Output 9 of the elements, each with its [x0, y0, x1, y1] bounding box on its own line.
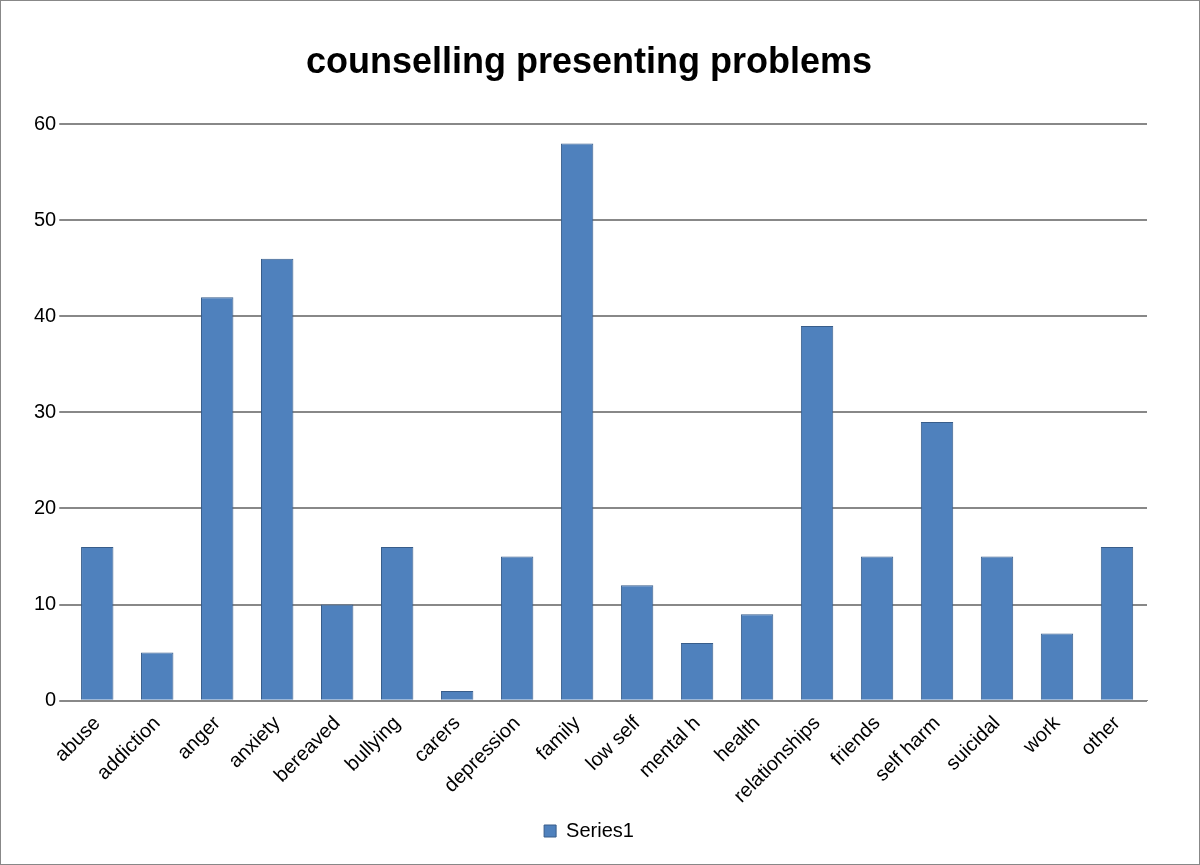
y-tick-label: 50 [34, 207, 57, 230]
legend-label: Series1 [566, 818, 634, 841]
y-tick-label: 10 [34, 592, 57, 615]
y-tick-label: 40 [34, 303, 57, 326]
y-tick-label: 30 [34, 399, 57, 422]
y-tick-label: 0 [45, 688, 57, 711]
y-tick-label: 60 [34, 111, 57, 134]
y-tick-label: 20 [34, 496, 57, 518]
chart-title: counselling presenting problems [305, 39, 873, 81]
